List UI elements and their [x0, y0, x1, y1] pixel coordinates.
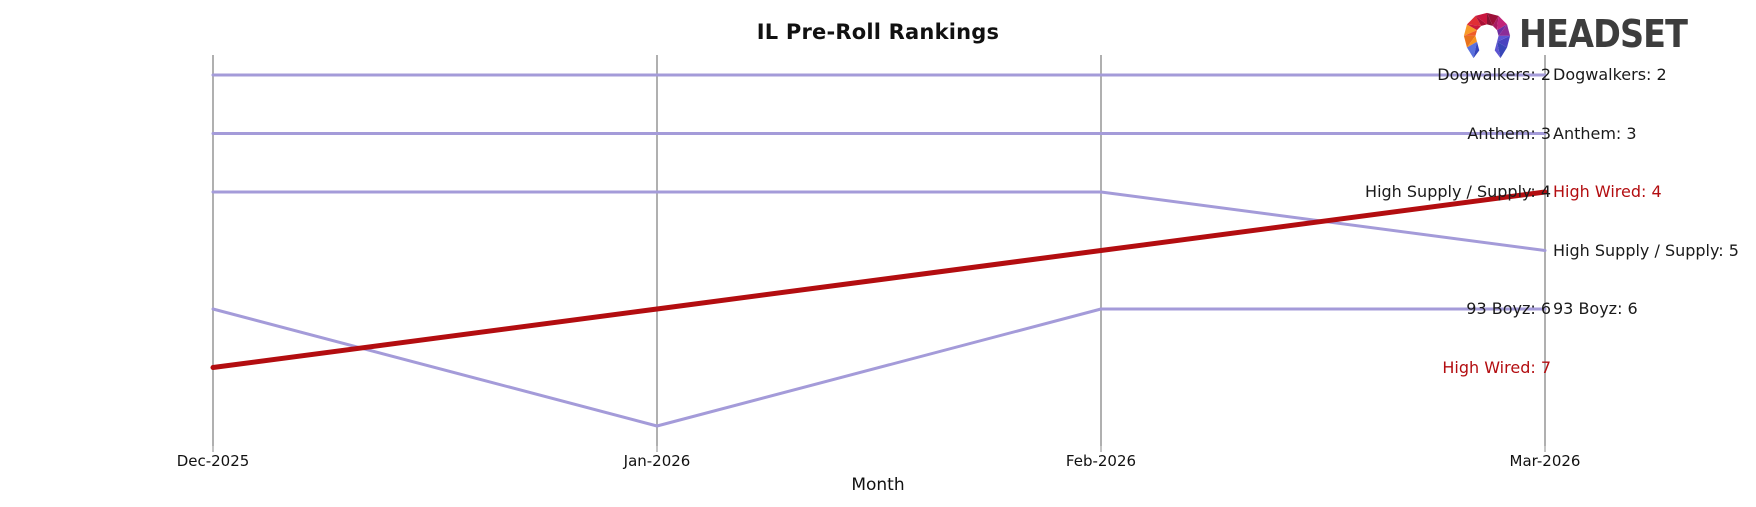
- left-label-dogwalkers: Dogwalkers: 2: [1437, 65, 1551, 84]
- x-tick-label-jan-2026: Jan-2026: [623, 452, 691, 470]
- headset-logo-icon: [1463, 12, 1511, 59]
- right-label-93-boyz: 93 Boyz: 6: [1553, 299, 1638, 318]
- headset-logo: HEADSET: [1461, 6, 1710, 62]
- x-tick-label-dec-2025: Dec-2025: [176, 452, 250, 470]
- headset-logo-text: HEADSET: [1519, 12, 1688, 56]
- right-label-dogwalkers: Dogwalkers: 2: [1553, 65, 1667, 84]
- left-label-93-boyz: 93 Boyz: 6: [1466, 299, 1551, 318]
- x-axis-title: Month: [851, 475, 905, 495]
- series-line-high-supply-supply: [211, 190, 1547, 252]
- right-label-high-wired: High Wired: 4: [1553, 182, 1662, 201]
- series-line-93-boyz: [211, 307, 1547, 428]
- x-tick-label-mar-2026: Mar-2026: [1509, 452, 1581, 470]
- right-label-anthem: Anthem: 3: [1553, 123, 1637, 143]
- series-line-high-wired: [210, 189, 1548, 370]
- chart-title: IL Pre-Roll Rankings: [756, 20, 1000, 44]
- right-label-high-supply-supply: High Supply / Supply: 5: [1553, 240, 1739, 260]
- x-tick-label-feb-2026: Feb-2026: [1065, 452, 1137, 470]
- left-label-anthem: Anthem: 3: [1467, 123, 1551, 143]
- left-label-high-supply-supply: High Supply / Supply: 4: [1365, 182, 1551, 201]
- left-label-high-wired: High Wired: 7: [1442, 357, 1551, 377]
